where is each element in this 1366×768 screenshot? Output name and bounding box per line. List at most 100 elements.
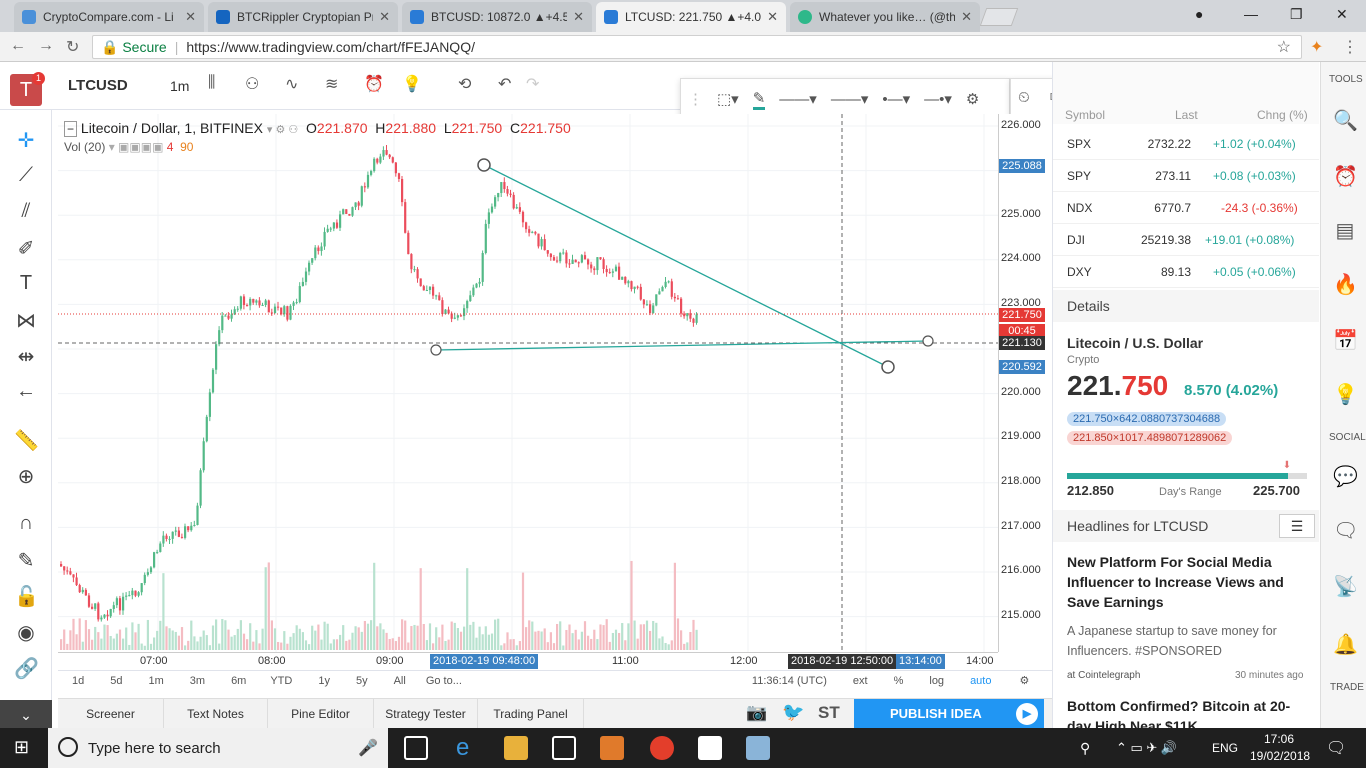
streams-icon[interactable]: 📡 (1333, 576, 1358, 598)
trendline-handle[interactable] (881, 360, 895, 374)
crosshair-icon[interactable]: ✛ (17, 130, 35, 152)
twitter-icon[interactable]: 🐦 (782, 702, 805, 722)
price-chart[interactable] (58, 114, 1103, 662)
extension-icon[interactable]: ✦ (1310, 39, 1324, 56)
tab-pine-editor[interactable]: Pine Editor (268, 699, 374, 729)
back-icon[interactable]: ← (10, 37, 26, 54)
watchlist-row[interactable]: SPX 2732.22 +1.02 (+0.04%) (1053, 128, 1319, 160)
ideas-bulb-icon[interactable]: 💡 (402, 76, 422, 93)
tray-icons[interactable]: ⌃ ▭ ✈ 🔊 (1116, 740, 1178, 755)
price-axis[interactable]: 226.000 225.000 224.000 223.000 220.000 … (998, 114, 1052, 652)
range-1y[interactable]: 1y (318, 674, 330, 687)
settings-gear-icon[interactable]: ⚙ (965, 91, 980, 108)
range-1m[interactable]: 1m (148, 674, 164, 687)
trend-line-icon[interactable]: ⟋ (19, 164, 33, 186)
goto-date[interactable]: Go to... (425, 674, 462, 687)
headline-source[interactable]: at Cointelegraph (1067, 670, 1141, 681)
column-symbol[interactable]: Symbol (1065, 108, 1106, 122)
people-icon[interactable]: ⚲ (1080, 740, 1091, 756)
watchlist-row[interactable]: DXY 89.13 +0.05 (+0.06%) (1053, 256, 1319, 288)
ext-toggle[interactable]: ext (852, 674, 868, 687)
windows-start-icon[interactable]: ⊞ (14, 737, 30, 757)
range-6m[interactable]: 6m (231, 674, 247, 687)
watchlist-row[interactable]: DJI 25219.38 +19.01 (+0.08%) (1053, 224, 1319, 256)
volume-settings-icon[interactable]: ▾ ▣▣▣▣ (108, 140, 164, 154)
chrome-icon[interactable] (650, 736, 674, 760)
publish-idea-button[interactable]: PUBLISH IDEA ▶ (854, 699, 1044, 729)
line-style-icon[interactable]: ——▾ (779, 91, 817, 108)
log-toggle[interactable]: log (929, 674, 945, 687)
column-change[interactable]: Chng (%) (1257, 108, 1308, 122)
browser-tab-cryptocompare[interactable]: CryptoCompare.com - Li ✕ (14, 2, 204, 32)
back-arrow-icon[interactable]: ← (16, 380, 36, 402)
trendline-handle[interactable] (430, 344, 442, 356)
action-center-icon[interactable]: 🗨 (1326, 740, 1347, 757)
details-header[interactable]: Details (1053, 290, 1319, 322)
replay-icon[interactable]: ⟲ (458, 76, 472, 93)
browser-tab-btcrippler[interactable]: BTCRippler Cryptopian Pr ✕ (208, 2, 398, 32)
fib-icon[interactable]: ⫽ (21, 200, 31, 222)
maximize-icon[interactable]: ❐ (1290, 6, 1303, 22)
microphone-icon[interactable]: 🎤 (358, 740, 378, 757)
volume-label[interactable]: Vol (20) (64, 140, 106, 154)
link-icon[interactable]: 🔗 (14, 658, 39, 680)
legend-title[interactable]: Litecoin / Dollar, 1, BITFINEX (80, 120, 263, 136)
chat-icon[interactable]: 💬 (1333, 466, 1358, 488)
data-window-icon[interactable]: ▤ (1335, 220, 1355, 242)
url-field[interactable]: 🔒 Secure | https://www.tradingview.com/c… (92, 35, 1302, 59)
trendline-handle[interactable] (477, 158, 491, 172)
close-icon[interactable]: ✕ (185, 9, 196, 24)
text-icon[interactable]: T (19, 272, 33, 294)
range-ytd[interactable]: YTD (270, 674, 293, 687)
utc-clock[interactable]: 11:36:14 (UTC) (751, 674, 827, 687)
tab-strategy-tester[interactable]: Strategy Tester (374, 699, 478, 729)
menu-icon[interactable]: ⋮ (1342, 39, 1358, 56)
ruler-icon[interactable]: 📏 (14, 430, 39, 452)
range-5d[interactable]: 5d (110, 674, 123, 687)
play-icon[interactable]: ▶ (1016, 703, 1038, 725)
window-close-icon[interactable]: ✕ (1336, 6, 1348, 22)
close-icon[interactable]: ✕ (379, 9, 390, 24)
task-view-icon[interactable] (404, 736, 428, 760)
profile-icon[interactable]: ● (1195, 6, 1204, 22)
taskbar-search-box[interactable]: Type here to search 🎤 (48, 728, 388, 768)
minimize-icon[interactable]: — (1244, 6, 1258, 22)
language-indicator[interactable]: ENG (1212, 741, 1239, 755)
trend-line-upper[interactable] (483, 164, 889, 368)
line-color-icon[interactable]: ✎ (752, 89, 766, 110)
range-1d[interactable]: 1d (72, 674, 85, 687)
alarm-icon[interactable]: ⏰ (1333, 166, 1358, 188)
browser-tab-btcusd[interactable]: BTCUSD: 10872.0 ▲+4.54 ✕ (402, 2, 592, 32)
trendline-handle[interactable] (922, 335, 934, 347)
lock-drawings-icon[interactable]: 🔓 (14, 586, 39, 608)
alert-icon[interactable]: ⏰ (364, 76, 384, 93)
stocktwits-icon[interactable]: ST (818, 703, 840, 722)
magnet-icon[interactable]: ∩ (18, 512, 34, 534)
app-icon[interactable] (746, 736, 770, 760)
template-icon[interactable]: ⬚▾ (717, 91, 739, 108)
time-axis[interactable]: 07:00 08:00 09:00 11:00 12:00 14:00 2018… (58, 652, 998, 670)
reload-icon[interactable]: ↻ (66, 39, 80, 56)
range-3m[interactable]: 3m (189, 674, 206, 687)
tab-screener[interactable]: Screener (58, 699, 164, 729)
legend-dropdown-icon[interactable]: ▾ ⚙ ⚇ (266, 124, 299, 136)
measure-icon[interactable]: ⇹ (17, 346, 35, 368)
media-player-icon[interactable] (600, 736, 624, 760)
redo-icon[interactable]: ↷ (526, 76, 540, 93)
clock-date[interactable]: 19/02/2018 (1250, 749, 1311, 763)
headlines-list-icon[interactable]: ☰ (1279, 514, 1315, 538)
clock-time[interactable]: 17:06 (1264, 732, 1295, 746)
collapse-legend-icon[interactable]: − (64, 121, 78, 137)
undo-icon[interactable]: ↶ (498, 76, 512, 93)
chart-settings-gear-icon[interactable]: ⚙ (1019, 675, 1030, 687)
headline-title[interactable]: Bottom Confirmed? Bitcoin at 20-day High… (1067, 698, 1291, 728)
interval-selector[interactable]: 1m (170, 78, 190, 94)
watchlist-icon[interactable]: 🔍 (1333, 110, 1358, 132)
close-icon[interactable]: ✕ (961, 9, 972, 24)
percent-toggle[interactable]: % (893, 674, 904, 687)
mail-icon[interactable] (698, 736, 722, 760)
candles-type-icon[interactable]: ⫼ (208, 74, 216, 91)
tab-text-notes[interactable]: Text Notes (164, 699, 268, 729)
browser-tab-ltcusd[interactable]: LTCUSD: 221.750 ▲+4.02 ✕ (596, 2, 786, 32)
hide-drawings-icon[interactable]: ◉ (17, 622, 35, 644)
